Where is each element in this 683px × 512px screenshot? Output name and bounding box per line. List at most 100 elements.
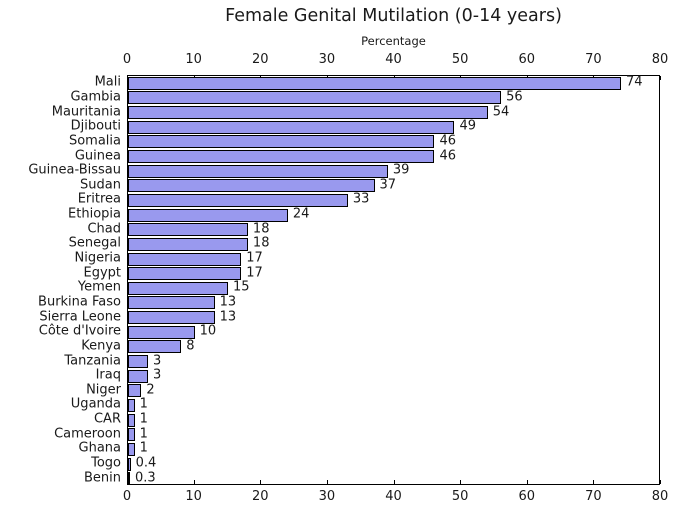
value-label: 54 (492, 104, 510, 120)
axis-tick-label: 40 (385, 489, 402, 504)
bar-cameroon (128, 428, 135, 442)
axis-tick-label: 20 (251, 52, 269, 67)
category-label: Djibouti (70, 118, 121, 134)
category-label: Eritrea (77, 191, 121, 207)
axis-tick-label: 60 (518, 52, 536, 67)
value-label: 2 (146, 382, 155, 398)
value-label: 8 (186, 338, 195, 354)
category-label: Nigeria (74, 250, 121, 266)
bar-togo (128, 457, 131, 471)
value-label: 37 (379, 177, 397, 193)
category-label: Gambia (70, 89, 121, 105)
category-label: Mali (94, 74, 121, 90)
bar-guinea-bissau (128, 164, 388, 178)
category-label: Iraq (95, 367, 121, 383)
value-label: 1 (139, 396, 148, 412)
category-label: CAR (93, 411, 121, 427)
axis-tick-label: 30 (318, 489, 336, 504)
axis-tick-label: 70 (585, 52, 602, 67)
category-label: Ghana (78, 440, 122, 456)
axis-tick-mark (393, 480, 395, 484)
value-label: 74 (626, 74, 643, 90)
bar-gambia (128, 91, 502, 105)
bar-yemen (128, 281, 228, 295)
value-label: 49 (459, 118, 476, 134)
chart-title: Female Genital Mutilation (0-14 years) (225, 6, 562, 26)
bar-ghana (128, 442, 135, 456)
bar-benin (128, 472, 130, 486)
axis-tick-mark (127, 480, 128, 484)
bar-sierra-leone (128, 311, 215, 325)
value-label: 10 (199, 323, 217, 339)
category-label: Ethiopia (68, 206, 121, 222)
category-label: Yemen (77, 279, 121, 295)
bar-ethiopia (128, 208, 288, 222)
category-label: Somalia (68, 133, 121, 149)
bar-nigeria (128, 252, 242, 266)
category-label: Guinea (74, 148, 121, 164)
x-axis-label: Percentage (361, 34, 426, 48)
axis-tick-label: 70 (585, 489, 602, 504)
bar-sudan (128, 179, 375, 193)
axis-tick-mark (193, 480, 195, 484)
axis-tick-label: 0 (122, 489, 132, 504)
value-label: 17 (246, 265, 263, 281)
category-label: Tanzania (64, 353, 121, 369)
axis-tick-label: 50 (451, 489, 469, 504)
bar-car (128, 413, 135, 427)
value-label: 15 (232, 279, 250, 295)
bar-kenya (128, 340, 182, 354)
value-label: 24 (292, 206, 310, 222)
value-label: 13 (219, 309, 237, 325)
category-label: Cameroon (54, 426, 121, 442)
value-label: 0.4 (135, 455, 157, 471)
axis-tick-label: 40 (385, 52, 402, 67)
category-label: Benin (83, 470, 121, 486)
axis-tick-label: 10 (185, 489, 202, 504)
axis-tick-mark (460, 480, 462, 484)
axis-tick-mark (127, 76, 128, 80)
category-label: Côte d'Ivoire (38, 323, 121, 339)
bar-mauritania (128, 106, 488, 120)
value-label: 46 (439, 148, 457, 164)
bar-guinea (128, 150, 435, 164)
axis-tick-label: 20 (251, 489, 269, 504)
bar-c-te-d-ivoire (128, 325, 195, 339)
bar-egypt (128, 267, 242, 281)
bar-iraq (128, 369, 148, 383)
category-label: Sierra Leone (39, 309, 121, 325)
category-label: Sudan (80, 177, 121, 193)
value-label: 1 (139, 440, 148, 456)
axis-tick-mark (326, 480, 328, 484)
value-label: 33 (352, 191, 370, 207)
bar-eritrea (128, 193, 348, 207)
category-label: Togo (91, 455, 121, 471)
axis-tick-mark (593, 480, 595, 484)
bar-burkina-faso (128, 296, 215, 310)
axis-tick-label: 60 (518, 489, 536, 504)
value-label: 13 (219, 294, 237, 310)
axis-tick-label: 10 (185, 52, 202, 67)
axis-tick-mark (660, 76, 661, 80)
bar-tanzania (128, 355, 148, 369)
axis-tick-label: 80 (651, 52, 669, 67)
category-label: Senegal (68, 235, 121, 251)
value-label: 56 (506, 89, 523, 105)
value-label: 18 (252, 235, 270, 251)
value-label: 46 (439, 133, 457, 149)
value-label: 39 (392, 162, 410, 178)
category-label: Mauritania (51, 104, 121, 120)
bar-niger (128, 384, 142, 398)
axis-tick-label: 0 (122, 52, 132, 67)
value-label: 3 (152, 367, 162, 383)
value-label: 3 (152, 353, 162, 369)
value-label: 17 (246, 250, 263, 266)
category-label: Niger (86, 382, 121, 398)
category-label: Uganda (70, 396, 121, 412)
bar-somalia (128, 135, 435, 149)
axis-tick-mark (260, 480, 262, 484)
category-label: Chad (87, 221, 121, 237)
bar-mali (128, 76, 622, 90)
plot-area (127, 75, 661, 486)
axis-tick-label: 50 (451, 52, 469, 67)
